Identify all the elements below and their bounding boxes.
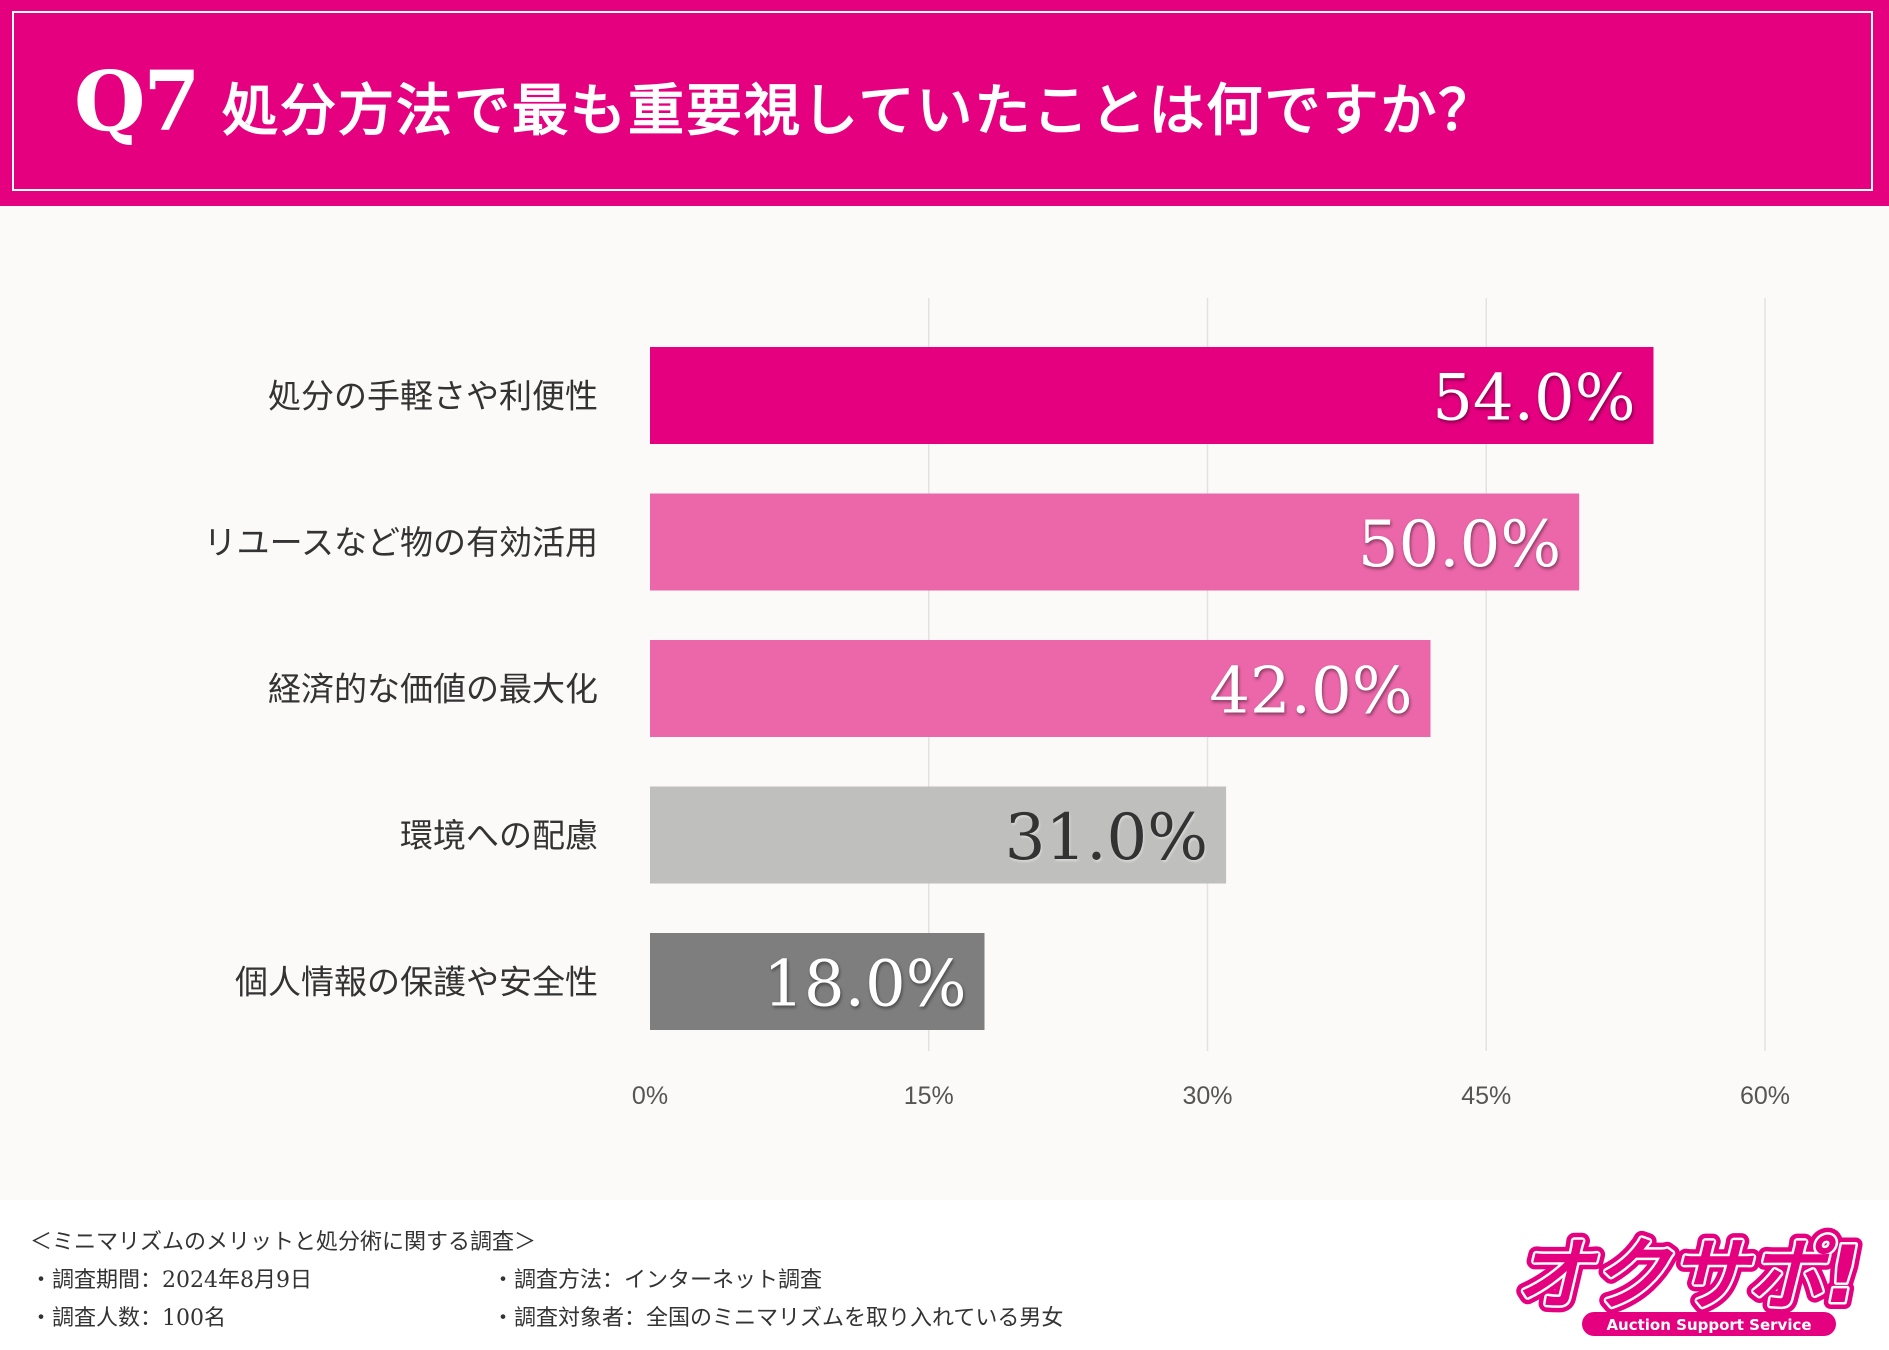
category-label: 処分の手軽さや利便性 [268,377,598,416]
category-label: リユースなど物の有効活用 [204,523,598,562]
footer: ＜ミニマリズムのメリットと処分術に関する調査＞ ・調査期間：2024年8月9日 … [0,1200,1889,1350]
value-label: 18.0% [763,948,966,1022]
logo-tagline: Auction Support Service [1606,1316,1811,1334]
chart-area: 0% 15% 30% 45% 60% 処分の手軽さや利便性 54.0% リユースなど物の有効活… [0,206,1889,1200]
survey-method: ・調査方法：インターネット調査 [492,1268,823,1293]
logo-text-inner-outline: オクサポ! [1515,1231,1861,1321]
logo-text: オクサポ! [1515,1231,1861,1321]
bar [650,347,1654,444]
survey-target: ・調査対象者：全国のミニマリズムを取り入れている男女 [492,1306,1064,1331]
survey-period: ・調査期間：2024年8月9日 [30,1268,312,1293]
bar-chart: 0% 15% 30% 45% 60% 処分の手軽さや利便性 54.0% リユースなど物の有効活… [204,298,1790,1110]
survey-title: ＜ミニマリズムのメリットと処分術に関する調査＞ [30,1230,537,1255]
x-tick-label: 0% [632,1082,668,1110]
value-label: 31.0% [1005,801,1208,875]
x-tick-label: 60% [1740,1082,1790,1110]
bar [650,493,1580,591]
okusapo-logo: オクサポ! オクサポ! オクサポ! Auction Support Servic… [1512,1224,1868,1336]
x-tick-label: 30% [1182,1082,1232,1110]
category-label: 経済的な価値の最大化 [268,670,598,709]
question-title: 処分方法で最も重要視していたことは何ですか？ [222,78,1497,144]
logo-text-outline: オクサポ! [1515,1231,1861,1321]
x-tick-label: 15% [904,1082,954,1110]
header-frame [12,11,1873,191]
x-tick-label: 45% [1461,1082,1511,1110]
category-label: 環境への配慮 [400,816,598,855]
bar [650,640,1431,737]
bar [650,786,1227,884]
logo-tagline-pill [1582,1312,1836,1336]
category-label: 個人情報の保護や安全性 [235,963,598,1002]
header-banner: Q7 処分方法で最も重要視していたことは何ですか？ [0,0,1889,206]
value-label: 54.0% [1432,362,1635,436]
question-number: Q7 [74,54,200,150]
bar [650,933,985,1030]
survey-count: ・調査人数：100名 [30,1306,226,1331]
value-label: 50.0% [1358,508,1561,582]
value-label: 42.0% [1209,655,1412,729]
